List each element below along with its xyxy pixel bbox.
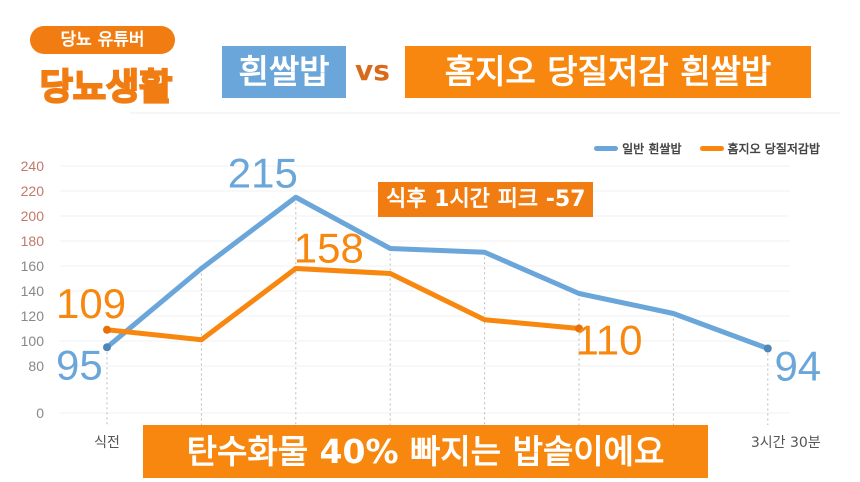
- y-tick-label: 140: [21, 283, 45, 299]
- legend-swatch: [699, 146, 724, 151]
- data-point: [763, 344, 772, 353]
- y-tick-label: 80: [28, 358, 44, 374]
- data-label: 109: [56, 280, 126, 327]
- caption-banner: 탄수화물 40% 빠지는 밥솥이에요: [143, 425, 708, 478]
- legend-item-orange: 홈지오 당질저감밥: [699, 140, 821, 157]
- peak-annotation: 식후 1시간 피크 -57: [378, 182, 594, 217]
- legend-item-blue: 일반 흰쌀밥: [594, 140, 682, 157]
- y-tick-label: 220: [21, 183, 45, 199]
- data-label: 95: [56, 341, 103, 388]
- channel-logo: 당뇨생활: [39, 66, 173, 109]
- title-left: 흰쌀밥: [222, 46, 346, 98]
- data-label: 94: [774, 343, 821, 390]
- data-label: 215: [228, 149, 298, 196]
- legend: 일반 흰쌀밥 홈지오 당질저감밥: [594, 140, 820, 157]
- series-line-1: [106, 266, 580, 343]
- data-label: 110: [576, 317, 643, 364]
- series-line-0: [105, 194, 769, 351]
- legend-swatch: [594, 146, 619, 151]
- y-tick-label: 160: [21, 258, 45, 274]
- y-tick-label: 0: [36, 405, 44, 421]
- data-label: 158: [294, 225, 364, 272]
- y-tick-label: 180: [21, 233, 45, 249]
- y-tick-label: 240: [21, 158, 45, 174]
- title-vs: vs: [355, 54, 390, 87]
- data-point: [103, 325, 111, 334]
- x-tick-label: 3시간 30분: [751, 435, 821, 451]
- data-point: [575, 324, 583, 333]
- y-tick-label: 200: [21, 208, 45, 224]
- y-tick-label: 100: [21, 333, 45, 349]
- channel-badge: 당뇨 유튜버: [30, 26, 175, 54]
- data-point: [103, 343, 111, 352]
- legend-label: 홈지오 당질저감밥: [727, 142, 821, 156]
- x-tick-label: 식전: [94, 435, 120, 451]
- title-right: 홈지오 당질저감 흰쌀밥: [405, 46, 811, 98]
- y-tick-label: 120: [21, 308, 45, 324]
- legend-label: 일반 흰쌀밥: [622, 142, 682, 156]
